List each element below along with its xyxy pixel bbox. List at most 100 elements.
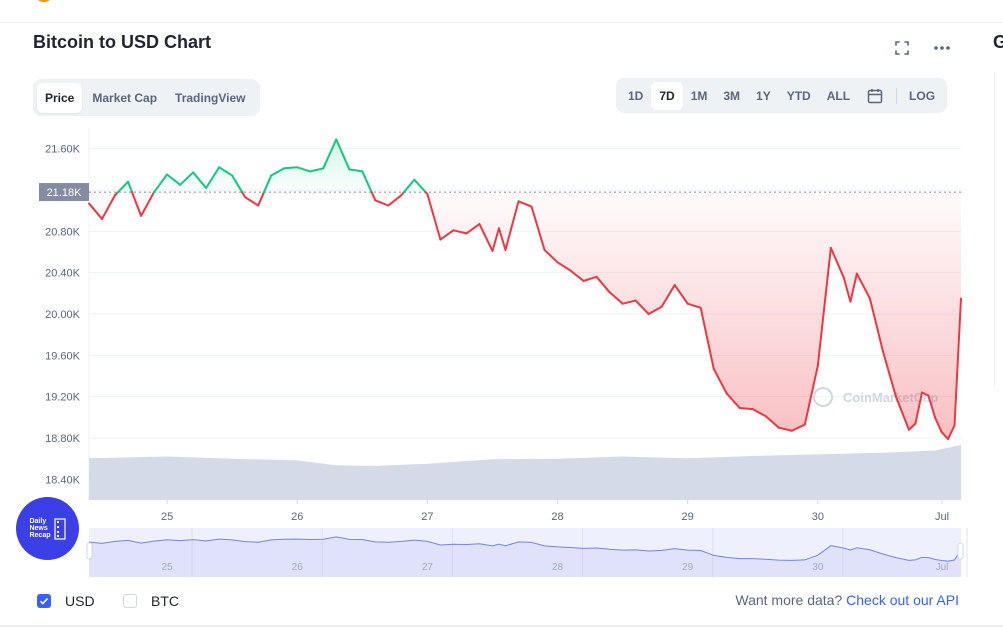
fullscreen-icon[interactable] [892,38,912,58]
navigator-fill [89,536,961,577]
time-range-selector: 1D 7D 1M 3M 1Y YTD ALL LOG [616,78,948,113]
price-segment [218,166,234,177]
y-tick-label: 18.80K [45,433,81,445]
price-segment [231,174,244,194]
price-segment [946,424,956,441]
side-divider [994,72,995,388]
price-segment [309,167,325,173]
x-tick-label: 27 [421,511,433,523]
tab-market-cap[interactable]: Market Cap [92,90,158,105]
price-segment [842,276,852,303]
usd-checkbox[interactable]: USD [37,593,95,609]
top-bar [0,0,1003,23]
y-tick-label: 20.80K [45,226,81,238]
price-segment [790,423,806,432]
price-segment [179,171,195,186]
navigator-tick-label: 29 [682,562,694,573]
range-1d[interactable]: 1D [628,88,644,103]
price-segment [894,395,910,431]
price-segment [953,297,962,427]
navigator-tick-label: 30 [812,562,824,573]
y-tick-label: 19.20K [45,392,81,404]
tab-price[interactable]: Price [37,82,83,113]
price-segment [933,416,943,433]
price-segment [647,305,663,315]
bitcoin-logo-icon [34,0,54,2]
usd-label: USD [65,593,95,609]
badge-line-2: News [29,525,48,532]
price-segment [263,174,273,194]
more-icon[interactable] [932,38,952,58]
price-segment [517,200,533,208]
price-segment [907,422,917,431]
daily-news-recap-badge[interactable]: Daily News Recap [16,497,79,560]
price-segment [595,275,611,294]
price-segment [130,191,143,217]
api-link[interactable]: Check out our API [846,592,959,608]
price-segment [192,171,208,189]
reference-label: 21.18K [47,187,83,199]
price-segment [205,166,221,189]
price-segment [370,191,377,202]
price-segment [361,170,373,194]
price-segment [439,229,455,241]
price-segment [335,138,351,171]
range-all[interactable]: ALL [826,88,851,103]
price-segment [465,223,481,235]
x-tick-label: 30 [812,511,824,523]
cut-off-heading: G [993,32,1003,52]
navigator-line [88,536,962,562]
price-segment [849,272,858,303]
btc-label: BTC [151,593,179,609]
price-segment [940,430,949,441]
price-segment [296,166,312,173]
log-toggle[interactable]: LOG [909,88,936,103]
bottom-divider [0,625,1003,627]
range-1y[interactable]: 1Y [756,88,771,103]
price-segment [257,191,266,207]
price-segment [777,426,793,432]
price-segment [920,391,930,397]
price-segment [816,246,832,367]
price-segment [881,350,897,398]
price-segment [660,284,676,308]
price-segment [283,166,299,170]
checkbox-checked-icon [37,594,51,608]
api-promo: Want more data? Check out our API [735,592,959,608]
price-segment [402,178,416,194]
price-segment [634,299,650,315]
price-segment [497,227,507,251]
price-segment [543,248,559,264]
price-above-fill [89,139,961,193]
range-ytd[interactable]: YTD [786,88,811,103]
btc-checkbox[interactable]: BTC [123,593,179,609]
price-segment [491,227,500,252]
price-segment [855,272,871,300]
volume-area [89,445,961,500]
navigator-tick-label: 28 [552,562,564,573]
price-segment [101,194,117,220]
navigator-tick-label: 27 [422,562,434,573]
price-segment [241,191,247,199]
price-segment [699,306,715,370]
price-segment [88,202,104,220]
range-3m[interactable]: 3M [723,88,741,103]
navigator-tick-label: 25 [162,562,174,573]
range-1m[interactable]: 1M [690,88,708,103]
navigator-handle-left [86,542,93,560]
watermark-logo-icon [813,387,833,407]
navigator-background [89,528,961,577]
tab-tradingview[interactable]: TradingView [175,90,246,105]
badge-line-1: Daily [29,518,47,525]
price-segment [348,168,364,173]
range-divider [896,87,898,104]
price-segment [582,275,598,282]
price-segment [374,199,390,207]
y-tick-label: 21.60K [45,144,81,156]
price-segment [530,205,546,251]
price-segment [387,194,403,207]
calendar-icon[interactable] [864,85,886,107]
price-segment [153,173,169,194]
range-7d[interactable]: 7D [651,81,683,110]
